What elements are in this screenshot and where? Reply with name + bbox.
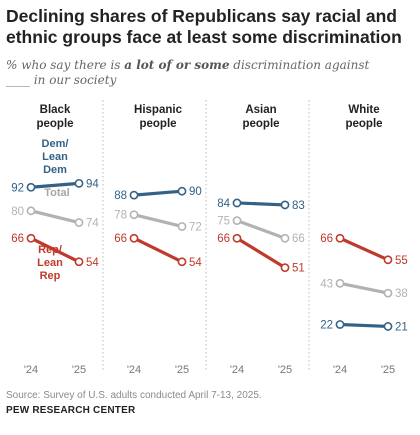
total-value-label: 78 bbox=[114, 210, 127, 222]
x-tick-label: '24 bbox=[230, 364, 244, 376]
subtitle-lead: % who say there is bbox=[6, 58, 125, 72]
dem-series-line bbox=[235, 201, 287, 207]
rep-point-2024 bbox=[232, 233, 242, 243]
rep-value-label: 66 bbox=[217, 233, 230, 245]
rep-value-label: 66 bbox=[114, 233, 127, 245]
x-tick-label: '24 bbox=[127, 364, 141, 376]
dem-series-line bbox=[132, 189, 184, 197]
total-value-label: 66 bbox=[292, 233, 305, 245]
x-tick-label: '24 bbox=[24, 364, 38, 376]
total-point-2024 bbox=[335, 278, 345, 288]
chart-area: Black people 92 94 80 74 66 54 '24 '25 Hispanic peo… bbox=[11, 100, 408, 376]
rep-value-label: 51 bbox=[292, 263, 305, 275]
chart-subtitle: % who say there is a lot of or some disc… bbox=[6, 58, 396, 88]
x-tick-label: '24 bbox=[333, 364, 347, 376]
dem-point-2024 bbox=[129, 190, 139, 200]
total-point-2024 bbox=[26, 206, 36, 216]
x-tick-label: '25 bbox=[381, 364, 395, 376]
dem-point-2024 bbox=[335, 320, 345, 329]
dem-series-line bbox=[29, 181, 81, 189]
panel-title: Black people bbox=[36, 104, 73, 130]
total-value-label: 74 bbox=[86, 218, 99, 230]
panel-title: Hispanic people bbox=[134, 104, 183, 130]
dem-value-label: 90 bbox=[189, 186, 202, 198]
dem-point-2025 bbox=[74, 178, 84, 188]
total-value-label: 43 bbox=[320, 278, 333, 290]
rep-series-line bbox=[132, 236, 184, 264]
rep-value-label: 66 bbox=[320, 233, 333, 245]
x-tick-label: '25 bbox=[72, 364, 86, 376]
dem-point-2025 bbox=[383, 322, 393, 331]
dem-value-label: 83 bbox=[292, 200, 305, 212]
panel-title: White people bbox=[345, 104, 382, 130]
dem-point-2024 bbox=[232, 198, 242, 208]
rep-value-label: 54 bbox=[189, 257, 202, 269]
total-series-line bbox=[338, 281, 390, 295]
organization-credit: PEW RESEARCH CENTER bbox=[6, 405, 136, 416]
rep-value-label: 66 bbox=[11, 233, 24, 245]
rep-series-label: Rep/Lean Rep bbox=[37, 244, 63, 282]
rep-series-line bbox=[29, 236, 81, 264]
total-value-label: 75 bbox=[217, 216, 230, 228]
rep-series-line bbox=[235, 236, 287, 270]
dem-value-label: 88 bbox=[114, 190, 127, 202]
total-point-2025 bbox=[177, 222, 187, 231]
dem-value-label: 94 bbox=[86, 178, 99, 190]
rep-point-2025 bbox=[74, 257, 84, 267]
total-value-label: 38 bbox=[395, 288, 408, 300]
rep-value-label: 55 bbox=[395, 255, 408, 267]
total-point-2025 bbox=[280, 233, 290, 243]
dem-value-label: 22 bbox=[320, 319, 333, 331]
source-note: Source: Survey of U.S. adults conducted … bbox=[6, 390, 262, 401]
subtitle-tail: discrimination against ____ in our socie… bbox=[6, 58, 370, 87]
dem-series-label: Dem/Lean Dem bbox=[42, 138, 69, 176]
total-series-line bbox=[132, 213, 184, 229]
subtitle-emphasis: a lot of or some bbox=[124, 58, 230, 72]
dem-series-line bbox=[338, 322, 390, 329]
dem-point-2025 bbox=[177, 186, 187, 196]
rep-point-2024 bbox=[335, 233, 345, 243]
total-value-label: 72 bbox=[189, 221, 202, 233]
rep-point-2025 bbox=[383, 255, 393, 265]
dem-value-label: 92 bbox=[11, 182, 24, 194]
total-point-2024 bbox=[129, 210, 139, 220]
dem-value-label: 84 bbox=[217, 198, 230, 210]
dem-value-label: 21 bbox=[395, 321, 408, 333]
panel-title: Asian people bbox=[242, 104, 279, 130]
rep-point-2024 bbox=[129, 233, 139, 243]
total-value-label: 80 bbox=[11, 206, 24, 218]
rep-point-2025 bbox=[280, 263, 290, 273]
total-point-2025 bbox=[383, 288, 393, 298]
dem-point-2025 bbox=[280, 200, 290, 210]
total-point-2025 bbox=[74, 218, 84, 227]
rep-point-2024 bbox=[26, 233, 36, 243]
total-series-line bbox=[29, 209, 81, 225]
x-tick-label: '25 bbox=[175, 364, 189, 376]
dem-point-2024 bbox=[26, 182, 36, 192]
total-point-2024 bbox=[232, 216, 242, 225]
chart-title: Declining shares of Republicans say raci… bbox=[6, 6, 402, 47]
rep-value-label: 54 bbox=[86, 257, 99, 269]
total-series-label: Total bbox=[44, 187, 69, 199]
total-series-line bbox=[235, 219, 287, 240]
rep-point-2025 bbox=[177, 257, 187, 267]
rep-series-line bbox=[338, 236, 390, 262]
x-tick-label: '25 bbox=[278, 364, 292, 376]
